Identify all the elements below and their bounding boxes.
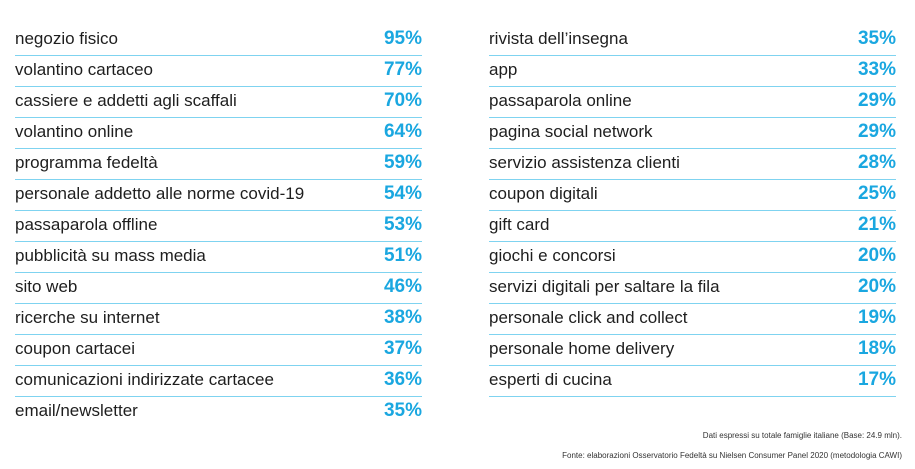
row-value: 54% xyxy=(383,183,422,204)
right-column: rivista dell’insegna 35% app 33% passaparola… xyxy=(489,25,896,397)
table-row: volantino online 64% xyxy=(15,118,422,149)
table-row: personale home delivery 18% xyxy=(489,335,896,366)
left-column: negozio fisico 95% volantino cartaceo 77% ca… xyxy=(15,25,422,428)
table-row: passaparola offline 53% xyxy=(15,211,422,242)
row-label: giochi e concorsi xyxy=(489,246,616,265)
row-value: 35% xyxy=(857,28,896,49)
table-row: sito web 46% xyxy=(15,273,422,304)
row-label: pagina social network xyxy=(489,122,653,141)
row-label: servizio assistenza clienti xyxy=(489,153,680,172)
table-row: cassiere e addetti agli scaffali 70% xyxy=(15,87,422,118)
row-value: 59% xyxy=(383,152,422,173)
row-label: servizi digitali per saltare la fila xyxy=(489,277,720,296)
table-row: servizi digitali per saltare la fila 20% xyxy=(489,273,896,304)
row-value: 36% xyxy=(383,369,422,390)
table-row: coupon digitali 25% xyxy=(489,180,896,211)
row-label: programma fedeltà xyxy=(15,153,158,172)
row-value: 29% xyxy=(857,121,896,142)
table-row: volantino cartaceo 77% xyxy=(15,56,422,87)
table-row: programma fedeltà 59% xyxy=(15,149,422,180)
row-value: 20% xyxy=(857,245,896,266)
row-label: negozio fisico xyxy=(15,29,119,48)
row-label: personale addetto alle norme covid-19 xyxy=(15,184,305,203)
row-label: passaparola online xyxy=(489,91,632,110)
row-label: personale click and collect xyxy=(489,308,688,327)
table-row: personale addetto alle norme covid-19 54% xyxy=(15,180,422,211)
table-row: coupon cartacei 37% xyxy=(15,335,422,366)
table-row: personale click and collect 19% xyxy=(489,304,896,335)
row-value: 28% xyxy=(857,152,896,173)
row-value: 53% xyxy=(383,214,422,235)
row-label: coupon digitali xyxy=(489,184,598,203)
row-label: volantino cartaceo xyxy=(15,60,153,79)
row-value: 21% xyxy=(857,214,896,235)
table-row: servizio assistenza clienti 28% xyxy=(489,149,896,180)
row-label: email/newsletter xyxy=(15,401,138,420)
row-label: sito web xyxy=(15,277,78,296)
row-value: 33% xyxy=(857,59,896,80)
row-value: 17% xyxy=(857,369,896,390)
table-row: email/newsletter 35% xyxy=(15,397,422,428)
row-label: app xyxy=(489,60,518,79)
row-value: 64% xyxy=(383,121,422,142)
row-value: 95% xyxy=(383,28,422,49)
row-value: 18% xyxy=(857,338,896,359)
row-value: 70% xyxy=(383,90,422,111)
table-row: rivista dell’insegna 35% xyxy=(489,25,896,56)
row-value: 37% xyxy=(383,338,422,359)
row-value: 51% xyxy=(383,245,422,266)
row-label: coupon cartacei xyxy=(15,339,136,358)
source-note: Fonte: elaborazioni Osservatorio Fedeltà… xyxy=(562,451,902,460)
table-row: passaparola online 29% xyxy=(489,87,896,118)
row-value: 35% xyxy=(383,400,422,421)
table-row: esperti di cucina 17% xyxy=(489,366,896,397)
row-label: cassiere e addetti agli scaffali xyxy=(15,91,237,110)
table-row: pubblicità su mass media 51% xyxy=(15,242,422,273)
table-row: gift card 21% xyxy=(489,211,896,242)
row-label: comunicazioni indirizzate cartacee xyxy=(15,370,274,389)
base-note: Dati espressi su totale famiglie italian… xyxy=(702,431,902,440)
row-label: ricerche su internet xyxy=(15,308,160,327)
table-row: ricerche su internet 38% xyxy=(15,304,422,335)
row-label: passaparola offline xyxy=(15,215,158,234)
row-value: 19% xyxy=(857,307,896,328)
row-value: 46% xyxy=(383,276,422,297)
row-label: rivista dell’insegna xyxy=(489,29,628,48)
row-value: 77% xyxy=(383,59,422,80)
table-row: comunicazioni indirizzate cartacee 36% xyxy=(15,366,422,397)
row-label: gift card xyxy=(489,215,550,234)
row-label: volantino online xyxy=(15,122,134,141)
row-value: 38% xyxy=(383,307,422,328)
table-row: app 33% xyxy=(489,56,896,87)
table-row: negozio fisico 95% xyxy=(15,25,422,56)
row-label: esperti di cucina xyxy=(489,370,612,389)
row-label: pubblicità su mass media xyxy=(15,246,206,265)
row-value: 29% xyxy=(857,90,896,111)
table-row: giochi e concorsi 20% xyxy=(489,242,896,273)
row-value: 20% xyxy=(857,276,896,297)
row-value: 25% xyxy=(857,183,896,204)
row-label: personale home delivery xyxy=(489,339,675,358)
table-row: pagina social network 29% xyxy=(489,118,896,149)
